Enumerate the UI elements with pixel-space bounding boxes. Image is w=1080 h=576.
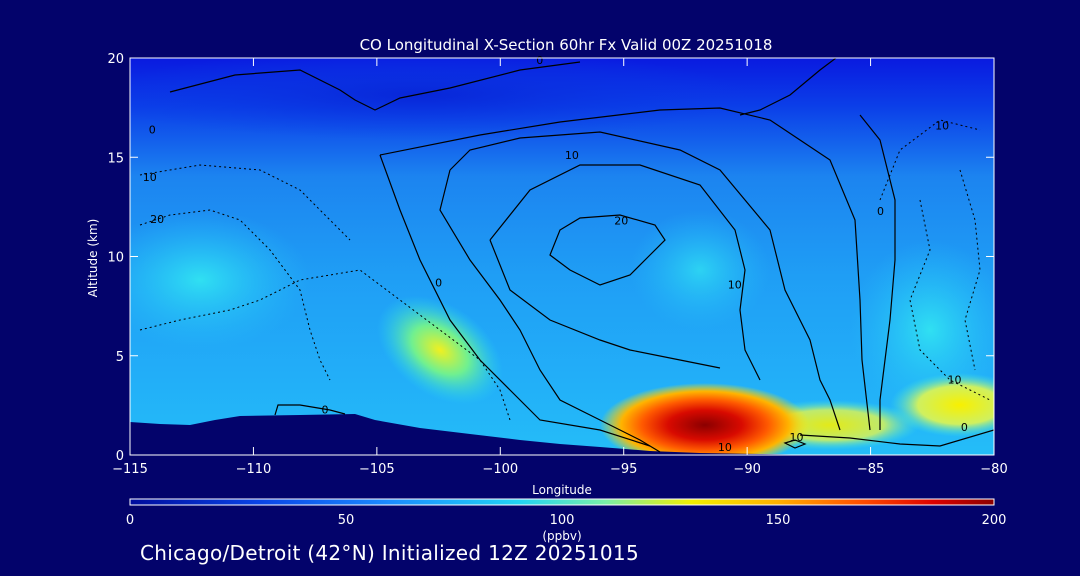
y-tick-label: 0 (116, 449, 124, 464)
dotted-contour-west-mid (139, 209, 331, 381)
chart-title: CO Longitudinal X-Section 60hr Fx Valid … (360, 36, 773, 54)
colorbar-tick-label: 50 (338, 513, 355, 528)
y-tick-label: 10 (107, 251, 124, 266)
y-tick-label: 5 (116, 350, 124, 365)
contour-labels: 0 0 10 10 20 20 0 10 0 10 10 0 10 10 0 (143, 54, 968, 454)
co-concentration-field (130, 58, 994, 455)
contour-label: 10 (948, 374, 962, 387)
central-cyan-region (630, 210, 770, 330)
contour-label: 10 (143, 171, 157, 184)
contour-label: 10 (718, 441, 732, 454)
contour-label: 10 (790, 431, 804, 444)
contour-label: 0 (149, 123, 156, 136)
colorbar-tick-label: 200 (982, 513, 1007, 528)
dotted-contour-east-upper (879, 119, 981, 201)
colorbar-tick-label: 150 (766, 513, 791, 528)
contour-label: 0 (961, 421, 968, 434)
plume-region (377, 295, 503, 405)
dotted-contour-west-upper (139, 164, 351, 241)
x-tick-label: −85 (857, 462, 884, 477)
dotted-contour-west-lower (139, 269, 511, 421)
x-tick-label: −110 (236, 462, 272, 477)
colorbar-tick-label: 100 (550, 513, 575, 528)
contour-ten-west (439, 169, 661, 453)
contour-zero-main (379, 107, 871, 431)
contour-ten-inner-west (489, 239, 721, 369)
x-tick-label: −105 (359, 462, 395, 477)
contour-ten-outer (449, 131, 841, 431)
terrain-mask (130, 414, 994, 455)
contour-label: 10 (565, 149, 579, 162)
colorbar-gradient (129, 498, 995, 506)
x-axis-ticks: −115 −110 −105 −100 −95 −90 −85 −80 (112, 58, 1008, 477)
dotted-contour-east-edge (959, 169, 981, 371)
contour-label: 0 (536, 54, 543, 67)
contour-surface-east (799, 429, 994, 447)
y-tick-label: 20 (107, 52, 124, 67)
contour-zero-east (859, 114, 896, 430)
x-tick-label: −100 (482, 462, 518, 477)
contour-label: 0 (435, 276, 442, 289)
x-axis-label: Longitude (532, 483, 592, 497)
contour-label: 10 (728, 278, 742, 291)
contour-label: 10 (935, 119, 949, 132)
pollution-hotspot (600, 383, 810, 455)
contour-ten-east (739, 58, 837, 116)
contour-lines (169, 58, 994, 453)
contour-terrain-zero (274, 404, 346, 416)
contour-label: 0 (877, 205, 884, 218)
contour-label: 20 (150, 213, 164, 226)
x-tick-label: −90 (733, 462, 760, 477)
x-tick-label: −80 (980, 462, 1007, 477)
contour-surface-loop (783, 439, 807, 449)
y-tick-label: 15 (107, 151, 124, 166)
x-tick-label: −115 (112, 462, 148, 477)
contour-label: 20 (614, 215, 628, 228)
contour-zero-west (379, 154, 651, 447)
y-axis-ticks: 0 5 10 15 20 (107, 52, 994, 464)
colorbar-ticks: 0 50 100 150 200 (126, 513, 1007, 528)
footer-info-text: Chicago/Detroit (42°N) Initialized 12Z 2… (140, 541, 639, 565)
west-cyan-region (130, 210, 310, 350)
colorbar-unit-label: (ppbv) (542, 529, 581, 543)
dotted-contours (139, 119, 991, 421)
dotted-contour-east-lower (909, 199, 991, 401)
colorbar: 0 50 100 150 200 (ppbv) (126, 498, 1007, 543)
contour-zero-top (169, 61, 581, 111)
colorbar-tick-label: 0 (126, 513, 134, 528)
upper-dark-region (130, 58, 750, 140)
contour-ten-inner (489, 164, 761, 381)
contour-twenty (549, 214, 666, 286)
contour-label: 0 (322, 403, 329, 416)
y-axis-label: Altitude (km) (86, 219, 100, 298)
x-tick-label: −95 (610, 462, 637, 477)
